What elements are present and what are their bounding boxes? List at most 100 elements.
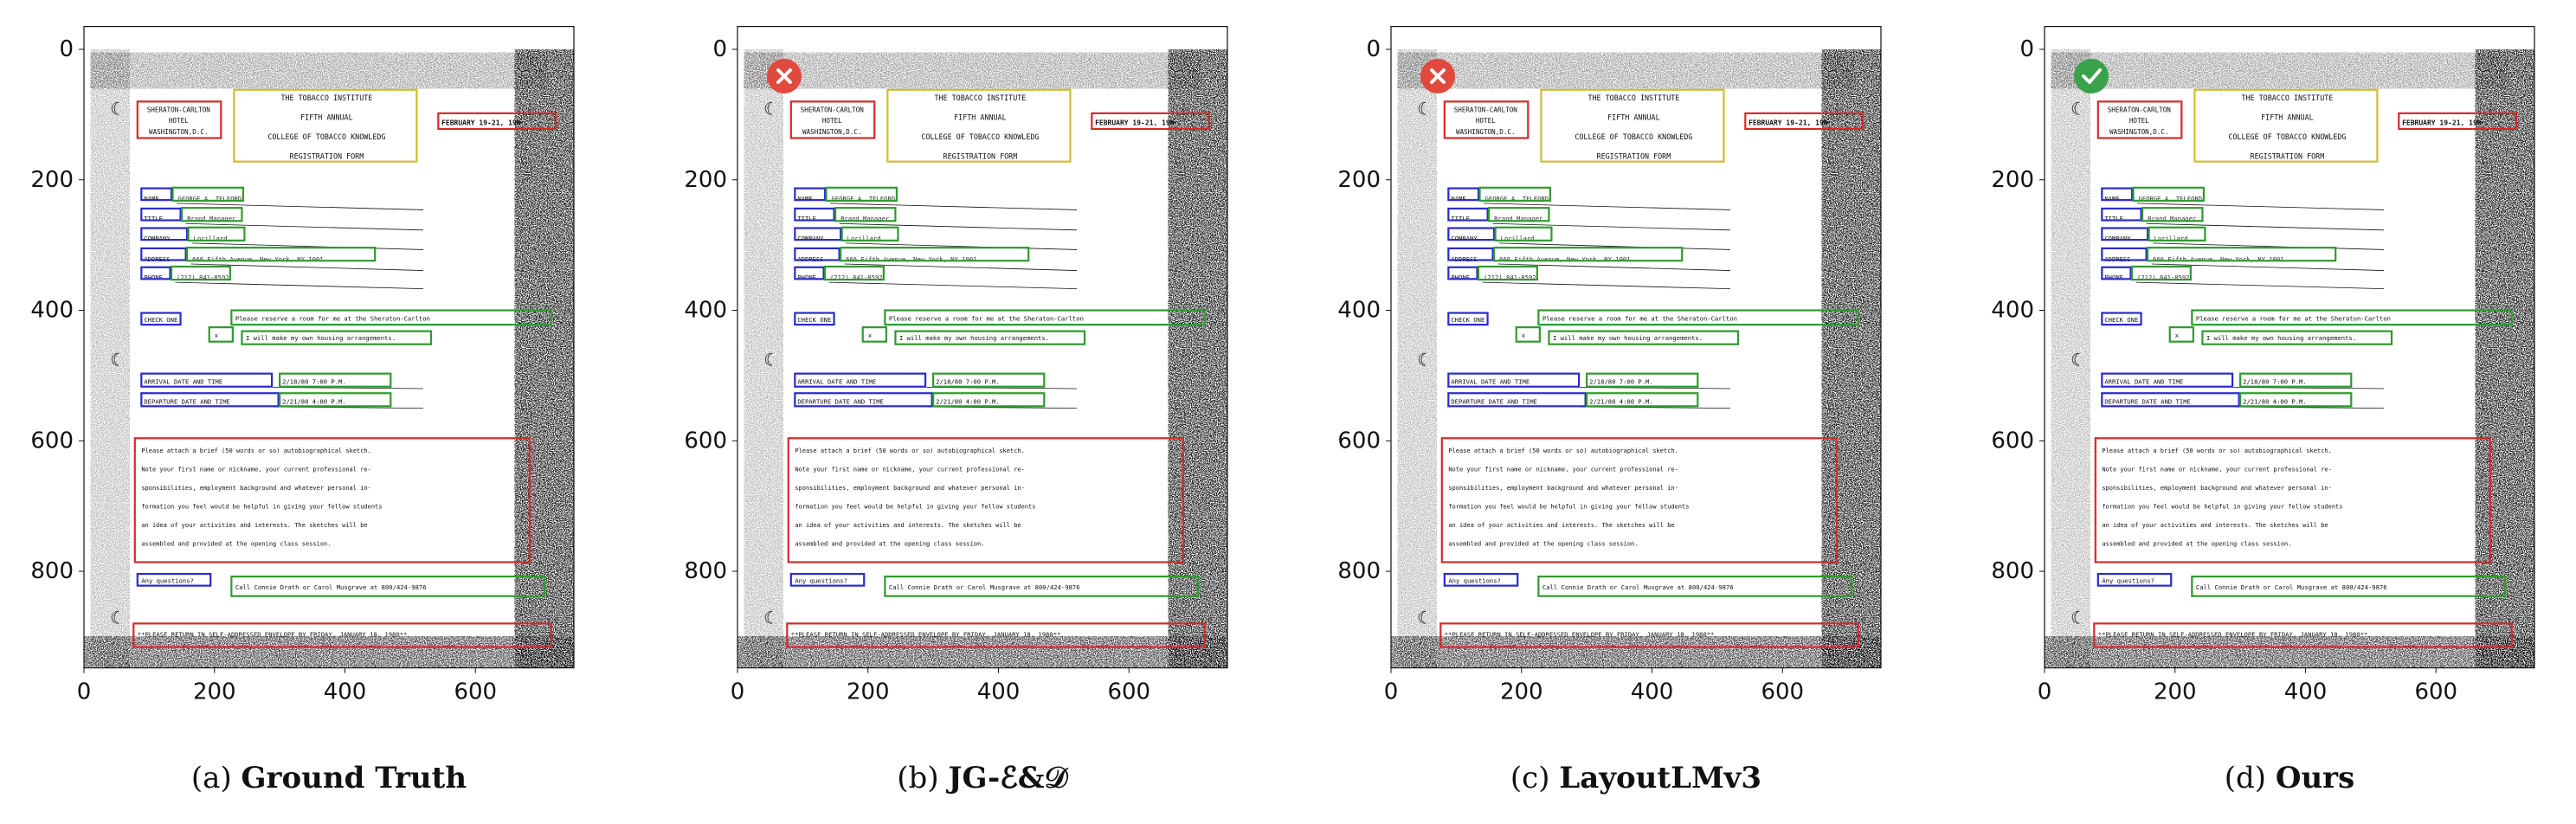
y-tick-label: 200 — [1337, 167, 1381, 193]
doc-paragraph-line: assembled and provided at the opening cl… — [2102, 540, 2291, 547]
entity-box-answer — [230, 309, 552, 326]
entity-box-answer — [2239, 392, 2353, 408]
doc-check-mark: x — [2175, 332, 2180, 339]
entity-box-question — [1447, 372, 1581, 388]
entity-box-question — [1447, 266, 1478, 280]
entity-box-answer — [170, 265, 231, 281]
document-image: ☾ ☾ ☾ THE TOBACCO INSTITUTE FIFTH ANNUAL COLL… — [84, 49, 574, 668]
doc-field-label: NAME — [144, 195, 158, 203]
doc-header-line: THE TOBACCO INSTITUTE — [280, 93, 372, 102]
scan-noise — [1391, 49, 1881, 668]
entity-box-question — [136, 572, 212, 587]
doc-paragraph-line: assembled and provided at the opening cl… — [1448, 540, 1638, 547]
doc-questions-label: Any questions? — [141, 577, 194, 585]
entity-box-question — [794, 227, 842, 241]
doc-field-value: GEORGE A. TELFORD — [1485, 195, 1549, 203]
plot-frame — [1390, 26, 1882, 669]
binder-hole-mark: ☾ — [110, 98, 126, 119]
doc-departure-value: 2/21/80 4:00 P.M. — [1589, 397, 1653, 405]
doc-check-answer: Please reserve a room for me at the Sher… — [889, 315, 1084, 323]
doc-field-label: PHONE — [2104, 274, 2123, 281]
doc-field-rule — [828, 281, 1077, 290]
plot-frame — [83, 26, 575, 669]
entity-box-answer — [2147, 247, 2337, 262]
doc-header-line: THE TOBACCO INSTITUTE — [2241, 93, 2333, 102]
doc-hotel-line: WASHINGTON,D.C. — [149, 128, 209, 136]
doc-field-rule — [1499, 242, 1730, 250]
doc-paragraph-line: sponsibilities, employment background an… — [141, 485, 371, 492]
scan-noise-left — [90, 49, 130, 668]
x-tick-label: 400 — [2284, 679, 2328, 705]
doc-header-line: THE TOBACCO INSTITUTE — [1587, 93, 1679, 102]
doc-field-rule — [1484, 203, 1730, 210]
doc-departure-label: DEPARTURE DATE AND TIME — [1451, 397, 1537, 405]
doc-paragraph-line: formation you feel would be helpful in g… — [2102, 503, 2342, 510]
doc-header-line: COLLEGE OF TOBACCO KNOWLEDG — [921, 132, 1039, 141]
doc-field-value: (212) 841-8592 — [2137, 274, 2190, 281]
entity-box-question — [789, 572, 866, 587]
scan-noise-left — [2051, 49, 2090, 668]
scan-noise — [2045, 49, 2534, 668]
doc-header-line: FIFTH ANNUAL — [300, 113, 353, 121]
entity-box-date — [2398, 112, 2518, 131]
entity-box-question — [140, 392, 280, 408]
y-tick-label: 400 — [684, 298, 727, 324]
doc-hotel-line: HOTEL — [2129, 117, 2149, 125]
doc-field-value: GEORGE A. TELFORD — [832, 195, 896, 203]
entity-box-question — [2101, 312, 2142, 326]
entity-box-answer — [932, 372, 1046, 388]
x-tick-label: 0 — [1384, 679, 1399, 705]
doc-date: FEBRUARY 19-21, 198 — [1748, 119, 1828, 126]
plot-area: ☾ ☾ ☾ THE TOBACCO INSTITUTE FIFTH ANNUAL COLL… — [30, 26, 575, 705]
entity-box-question — [794, 266, 825, 280]
entity-box-question — [1443, 572, 1519, 587]
panel-caption: (d) Ours — [2225, 761, 2355, 795]
entity-box-answer — [180, 207, 243, 222]
x-tick-label: 0 — [731, 679, 745, 705]
doc-field-value: Lorillard — [1501, 235, 1535, 242]
check-mark-icon — [2082, 68, 2102, 84]
y-tick-label: 800 — [1337, 558, 1381, 584]
binder-hole-mark: ☾ — [763, 350, 779, 370]
doc-paragraph-line: Please attach a brief (50 words or so) a… — [141, 447, 371, 454]
binder-hole-mark: ☾ — [110, 350, 126, 370]
entity-box-answer — [241, 330, 433, 345]
x-tick-label: 600 — [1107, 679, 1150, 705]
entity-box-question — [1447, 312, 1489, 326]
caption-name: Ground Truth — [242, 761, 467, 795]
x-mark-icon — [776, 68, 792, 84]
doc-field-label: COMPANY — [2104, 235, 2131, 242]
entity-box-answer — [2132, 186, 2206, 202]
entity-box-answer — [840, 247, 1030, 262]
entity-box-question — [794, 247, 840, 261]
doc-departure-value: 2/21/80 4:00 P.M. — [2243, 397, 2307, 405]
plot-area: ☾ ☾ ☾ THE TOBACCO INSTITUTE FIFTH ANNUAL COLL… — [684, 26, 1228, 705]
x-mark-icon — [1430, 68, 1446, 84]
doc-paragraph-line: formation you feel would be helpful in g… — [795, 503, 1035, 510]
doc-header-line: FIFTH ANNUAL — [2261, 113, 2314, 121]
document-image: ☾ ☾ ☾ THE TOBACCO INSTITUTE FIFTH ANNUAL COLL… — [2045, 49, 2534, 668]
doc-field-label: NAME — [2104, 195, 2119, 203]
doc-paragraph-line: Note your first name or nickname, your c… — [141, 466, 371, 473]
entity-box-question — [1447, 247, 1494, 261]
doc-paragraph-line: assembled and provided at the opening cl… — [795, 540, 984, 547]
entity-box-answer — [1477, 265, 1538, 281]
doc-field-value: GEORGE A. TELFORD — [178, 195, 242, 203]
doc-arrival-label: ARRIVAL DATE AND TIME — [1451, 378, 1530, 386]
doc-footer: **PLEASE RETURN IN SELF-ADDRESSED ENVELO… — [138, 630, 408, 638]
entity-box-answer — [2141, 207, 2204, 222]
doc-header-line: REGISTRATION FORM — [290, 152, 364, 161]
y-tick-label: 200 — [684, 167, 727, 193]
entity-box-answer — [1515, 326, 1541, 343]
doc-check-mark: x — [1522, 332, 1526, 339]
entity-box-answer — [187, 226, 246, 241]
y-tick-label: 800 — [684, 558, 727, 584]
entity-box-answer — [1537, 309, 1859, 326]
entity-box-header — [233, 88, 418, 163]
doc-field-value: 666 Fifth Avenue, New York, NY 1001 — [1499, 255, 1630, 263]
caption-label: (d) — [2225, 761, 2276, 795]
entity-box-question — [2101, 187, 2134, 202]
doc-hotel-line: WASHINGTON,D.C. — [2109, 128, 2169, 136]
y-tick-label: 200 — [1991, 167, 2034, 193]
doc-field-label: COMPANY — [144, 235, 171, 242]
